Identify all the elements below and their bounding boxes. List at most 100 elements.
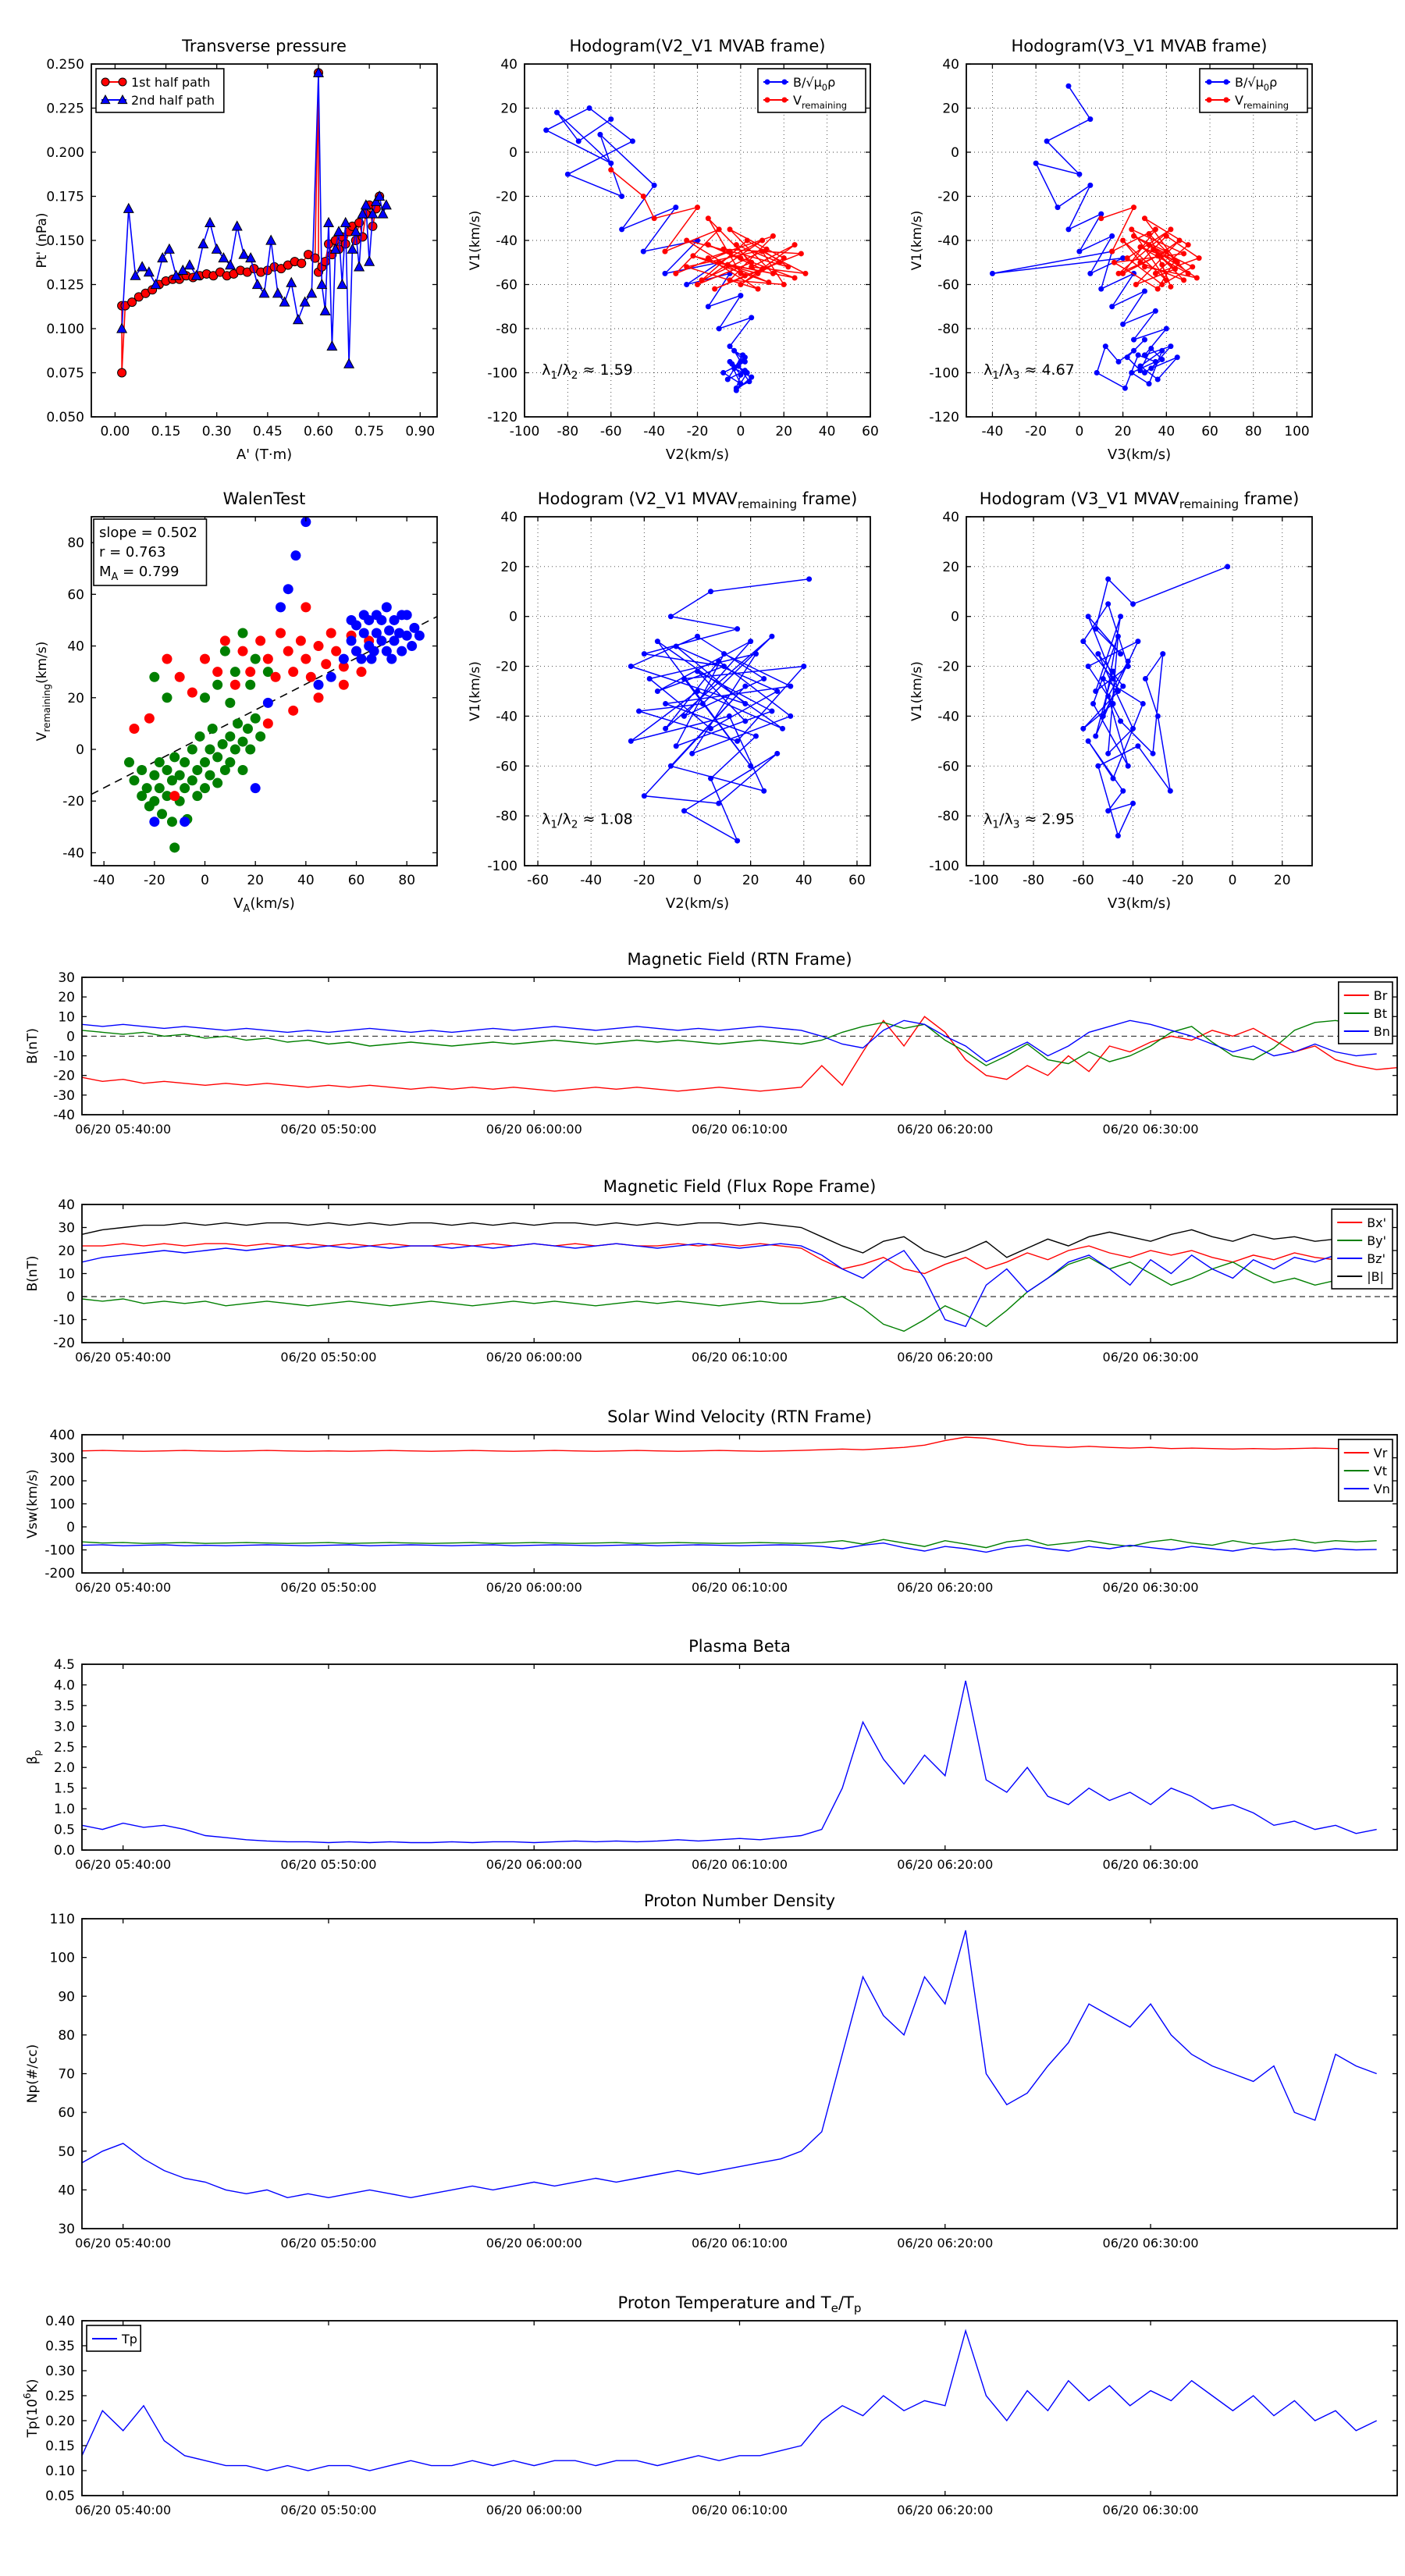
svg-text:1.0: 1.0 [54,1802,75,1817]
svg-text:0: 0 [66,1520,75,1535]
svg-text:0.20: 0.20 [45,2414,75,2429]
svg-text:-40: -40 [496,709,518,724]
svg-text:06/20 05:50:00: 06/20 05:50:00 [280,1580,376,1595]
svg-text:Proton Temperature and Te/Tp: Proton Temperature and Te/Tp [618,2293,862,2315]
svg-text:30: 30 [58,970,75,986]
svg-text:0: 0 [66,1029,75,1044]
svg-text:100: 100 [50,1951,75,1966]
svg-text:-100: -100 [510,424,540,439]
svg-text:-40: -40 [93,873,115,888]
svg-text:Hodogram(V3_V1 MVAB frame): Hodogram(V3_V1 MVAB frame) [1012,37,1268,56]
svg-text:20: 20 [1274,873,1291,888]
chart-svg-plasma-beta: 06/20 05:40:00 06/20 05:50:00 06/20 06:00:… [25,1637,1398,1872]
svg-text:0.30: 0.30 [45,2364,75,2379]
svg-text:40: 40 [500,57,518,73]
svg-text:110: 110 [50,1912,75,1927]
svg-text:V2(km/s): V2(km/s) [666,895,729,912]
svg-text:Vn: Vn [1374,1482,1390,1496]
svg-text:06/20 06:30:00: 06/20 06:30:00 [1103,2236,1199,2250]
svg-text:60: 60 [58,2105,75,2121]
svg-text:-60: -60 [496,278,518,294]
svg-text:-20: -20 [1025,424,1047,439]
svg-text:20: 20 [247,873,264,888]
svg-text:-80: -80 [496,809,518,824]
svg-text:06/20 05:40:00: 06/20 05:40:00 [75,2236,171,2250]
svg-text:V1(km/s): V1(km/s) [468,661,483,721]
svg-text:0.90: 0.90 [405,424,435,439]
svg-text:20: 20 [942,101,959,117]
svg-text:06/20 06:20:00: 06/20 06:20:00 [897,1580,993,1595]
svg-text:06/20 06:00:00: 06/20 06:00:00 [486,2236,582,2250]
chart-svg-mag-fluxrope: 06/20 05:40:00 06/20 05:50:00 06/20 06:00:… [25,1177,1398,1364]
svg-text:-40: -40 [62,845,84,861]
svg-text:B(nT): B(nT) [25,1255,41,1291]
panel-hodogram-v3v1-mvav: -100 -80 -60 -40 -20 0 20 -100 -80 -60 -40 -20 0 20 40… [900,482,1324,923]
svg-text:50: 50 [58,2144,75,2160]
svg-text:80: 80 [58,2028,75,2044]
svg-text:40: 40 [942,510,959,525]
svg-text:Plasma Beta: Plasma Beta [688,1637,791,1656]
svg-text:06/20 06:20:00: 06/20 06:20:00 [897,1122,993,1137]
svg-text:Vremaining: Vremaining [1235,93,1289,111]
svg-text:20: 20 [500,101,518,117]
svg-text:2.0: 2.0 [54,1760,75,1776]
svg-text:B/√μ0ρ: B/√μ0ρ [793,75,835,93]
chart-svg-vsw-rtn: 06/20 05:40:00 06/20 05:50:00 06/20 06:00:… [25,1407,1398,1595]
svg-text:-60: -60 [496,759,518,774]
svg-text:06/20 06:10:00: 06/20 06:10:00 [692,1857,788,1872]
svg-text:0.60: 0.60 [304,424,333,439]
svg-text:10: 10 [58,1009,75,1025]
panel-hodogram-v2v1-mvav: -60 -40 -20 0 20 40 60 -100 -80 -60 -40 -20 0 20 40 Hod… [458,482,882,923]
svg-text:06/20 06:20:00: 06/20 06:20:00 [897,1350,993,1364]
panel-magnetic-field-fluxrope: 06/20 05:40:00 06/20 05:50:00 06/20 06:00:… [16,1169,1405,1400]
svg-text:Tp(106K): Tp(106K) [22,2379,41,2438]
chart-svg-hodo-v2v1-mvab: -100 -80 -60 -40 -20 0 20 40 60-120-100-80-60-40… [468,37,879,463]
svg-text:-40: -40 [937,233,959,249]
svg-text:WalenTest: WalenTest [223,489,306,508]
svg-text:40: 40 [819,424,836,439]
chart-svg-hodo-v3v1-mvab: -40 -20 0 20 40 60 80 100 -120 -100 -80 -60 -40 -20 0 2… [909,37,1313,463]
svg-text:400: 400 [50,1428,75,1443]
svg-text:40: 40 [58,2183,75,2198]
svg-text:3.5: 3.5 [54,1699,75,1714]
svg-text:0: 0 [693,873,702,888]
svg-text:20: 20 [942,560,959,575]
svg-text:V1(km/s): V1(km/s) [468,211,483,271]
svg-text:-60: -60 [937,278,959,294]
svg-text:3.0: 3.0 [54,1719,75,1735]
svg-text:80: 80 [67,535,84,551]
svg-text:-10: -10 [53,1049,75,1065]
svg-text:90: 90 [58,1989,75,2005]
svg-text:Proton Number Density: Proton Number Density [644,1891,835,1910]
svg-text:Np(#/cc): Np(#/cc) [25,2044,41,2103]
svg-text:Magnetic Field (Flux Rope Fram: Magnetic Field (Flux Rope Frame) [603,1177,877,1196]
svg-text:-60: -60 [600,424,622,439]
svg-text:0.125: 0.125 [46,278,84,294]
svg-text:-20: -20 [53,1336,75,1351]
svg-text:0.150: 0.150 [46,233,84,249]
panel-hodogram-v3v1-mvab: -40 -20 0 20 40 60 80 100 -120 -100 -80 -60 -40 -20 0 2… [900,29,1324,475]
svg-text:30: 30 [58,1221,75,1236]
svg-text:0.200: 0.200 [46,145,84,161]
svg-text:Magnetic Field (RTN Frame): Magnetic Field (RTN Frame) [627,950,852,969]
svg-text:06/20 05:40:00: 06/20 05:40:00 [75,2503,171,2517]
svg-text:Bn: Bn [1374,1024,1390,1039]
svg-text:V1(km/s): V1(km/s) [909,211,925,271]
svg-text:-20: -20 [937,660,959,675]
svg-text:100: 100 [1284,424,1309,439]
svg-text:1.5: 1.5 [54,1781,75,1797]
svg-text:Hodogram (V3_V1 MVAVremaining: Hodogram (V3_V1 MVAVremaining frame) [980,489,1300,511]
svg-text:40: 40 [58,1197,75,1213]
svg-text:06/20 05:40:00: 06/20 05:40:00 [75,1122,171,1137]
svg-text:06/20 06:30:00: 06/20 06:30:00 [1103,2503,1199,2517]
svg-text:-40: -40 [937,709,959,724]
svg-text:2nd half path: 2nd half path [131,93,215,108]
svg-text:0: 0 [951,145,959,161]
svg-text:06/20 05:50:00: 06/20 05:50:00 [280,2503,376,2517]
svg-text:06/20 06:00:00: 06/20 06:00:00 [486,1350,582,1364]
svg-text:VA(km/s): VA(km/s) [233,895,295,915]
svg-text:0.45: 0.45 [253,424,283,439]
svg-text:0: 0 [201,873,209,888]
svg-text:4.0: 4.0 [54,1678,75,1693]
